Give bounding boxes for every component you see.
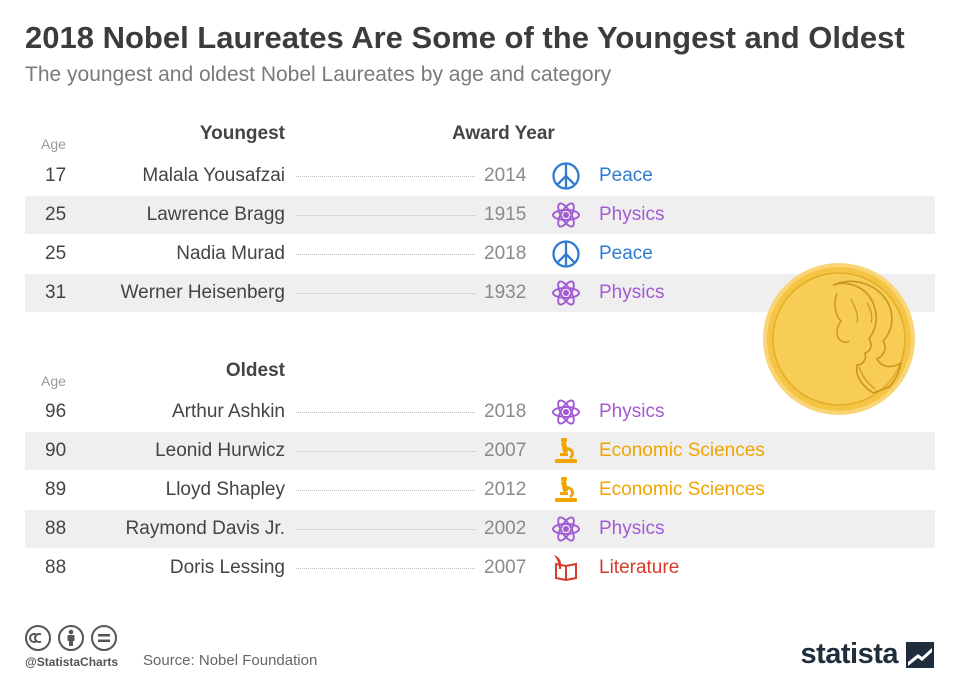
dotted-leader — [296, 412, 475, 413]
category-label: Physics — [599, 401, 665, 422]
table-row: 25 Lawrence Bragg 1915 Physics — [25, 196, 935, 234]
award-year-value: 2014 — [484, 165, 527, 186]
statista-logo-mark-icon — [906, 642, 934, 668]
youngest-header: Youngest — [199, 123, 285, 144]
award-year-header: Award Year — [452, 123, 555, 144]
cc-icon — [25, 625, 51, 651]
peace-icon — [551, 161, 581, 191]
table-row: 89 Lloyd Shapley 2012 Economic Sciences — [25, 471, 935, 509]
chart-subtitle: The youngest and oldest Nobel Laureates … — [25, 63, 612, 86]
atom-icon — [551, 200, 581, 230]
age-value: 25 — [45, 243, 67, 264]
atom-icon — [551, 397, 581, 427]
dotted-leader — [296, 568, 475, 569]
table-row: 96 Arthur Ashkin 2018 Physics — [25, 393, 935, 431]
book-quill-icon — [551, 553, 581, 583]
laureate-name: Nadia Murad — [176, 243, 285, 264]
category-label: Economic Sciences — [599, 479, 765, 500]
award-year-value: 2007 — [484, 440, 527, 461]
laureate-name: Raymond Davis Jr. — [125, 518, 285, 539]
laureate-name: Malala Yousafzai — [142, 165, 285, 186]
table-row: 88 Doris Lessing 2007 Literature — [25, 549, 935, 587]
age-value: 89 — [45, 479, 67, 500]
age-value: 17 — [45, 165, 67, 186]
age-value: 25 — [45, 204, 67, 225]
award-year-value: 2002 — [484, 518, 527, 539]
microscope-icon — [551, 475, 581, 505]
award-year-value: 2018 — [484, 243, 527, 264]
dotted-leader — [296, 529, 475, 530]
twitter-handle: @StatistaCharts — [25, 655, 119, 669]
source-note: Source: Nobel Foundation — [143, 652, 318, 669]
chart-title: 2018 Nobel Laureates Are Some of the You… — [25, 20, 905, 55]
category-label: Peace — [599, 243, 653, 264]
no-derivatives-icon — [91, 625, 117, 651]
nobel-medal-icon — [763, 263, 915, 415]
laureate-name: Leonid Hurwicz — [155, 440, 285, 461]
peace-icon — [551, 239, 581, 269]
age-value: 96 — [45, 401, 67, 422]
table-row: 88 Raymond Davis Jr. 2002 Physics — [25, 510, 935, 548]
category-label: Physics — [599, 518, 665, 539]
category-label: Physics — [599, 204, 665, 225]
age-value: 88 — [45, 557, 67, 578]
laureate-name: Lloyd Shapley — [165, 479, 285, 500]
age-value: 88 — [45, 518, 67, 539]
award-year-value: 2007 — [484, 557, 527, 578]
license-icons — [25, 624, 121, 652]
oldest-header: Oldest — [225, 360, 285, 381]
dotted-leader — [296, 293, 475, 294]
table-row: 25 Nadia Murad 2018 Peace — [25, 235, 935, 273]
dotted-leader — [296, 254, 475, 255]
award-year-value: 2018 — [484, 401, 527, 422]
dotted-leader — [296, 176, 475, 177]
age-header-oldest: Age — [41, 373, 66, 389]
atom-icon — [551, 514, 581, 544]
dotted-leader — [296, 451, 475, 452]
atom-icon — [551, 278, 581, 308]
table-row: 17 Malala Yousafzai 2014 Peace — [25, 157, 935, 195]
category-label: Economic Sciences — [599, 440, 765, 461]
age-value: 31 — [45, 282, 67, 303]
category-label: Peace — [599, 165, 653, 186]
microscope-icon — [551, 436, 581, 466]
age-header-youngest: Age — [41, 136, 66, 152]
award-year-value: 2012 — [484, 479, 527, 500]
table-row: 90 Leonid Hurwicz 2007 Economic Sciences — [25, 432, 935, 470]
dotted-leader — [296, 490, 475, 491]
statista-logo-text: statista — [800, 638, 898, 670]
award-year-value: 1915 — [484, 204, 527, 225]
award-year-value: 1932 — [484, 282, 527, 303]
category-label: Physics — [599, 282, 665, 303]
attribution-icon — [58, 625, 84, 651]
category-label: Literature — [599, 557, 680, 578]
age-value: 90 — [45, 440, 67, 461]
dotted-leader — [296, 215, 475, 216]
laureate-name: Werner Heisenberg — [120, 282, 285, 303]
laureate-name: Doris Lessing — [169, 557, 285, 578]
laureate-name: Lawrence Bragg — [146, 204, 285, 225]
laureate-name: Arthur Ashkin — [172, 401, 285, 422]
